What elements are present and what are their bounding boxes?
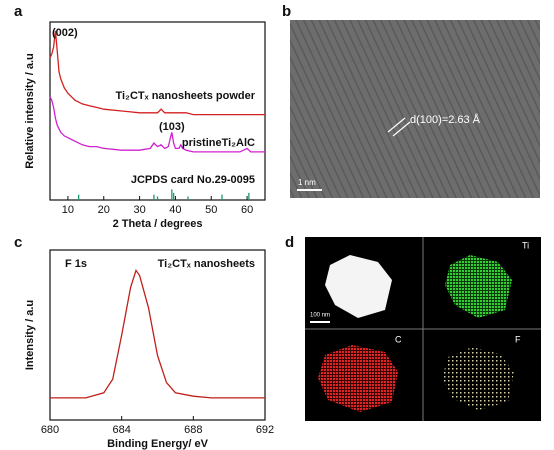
lattice-mark xyxy=(392,121,411,137)
series-line xyxy=(49,30,265,116)
peak-label: (103) xyxy=(159,121,185,133)
y-axis-title: Relative intensity / a.u xyxy=(24,53,36,169)
x-tick-label: 680 xyxy=(41,424,59,436)
map-label: C xyxy=(395,334,402,344)
x-tick-label: 50 xyxy=(205,204,217,216)
x-tick-label: 10 xyxy=(62,204,74,216)
tem-image xyxy=(290,20,540,198)
series-label: pristineTi₂AlC xyxy=(182,137,255,149)
series-label: JCPDS card No.29-0095 xyxy=(131,174,255,186)
peak-label: F 1s xyxy=(65,258,87,270)
series-label: Ti₂CTₓ nanosheets powder xyxy=(115,90,255,102)
series-label: Ti₂CTₓ nanosheets xyxy=(158,258,255,270)
panel-label: c xyxy=(14,234,22,251)
plot-frame xyxy=(49,249,266,421)
series-line xyxy=(49,96,265,153)
f-map xyxy=(442,347,514,410)
panel-label: b xyxy=(282,3,291,20)
peak-label: (002) xyxy=(52,27,78,39)
ti-map xyxy=(445,255,512,318)
x-tick-label: 684 xyxy=(112,424,130,436)
x-tick-label: 40 xyxy=(169,204,181,216)
tem-shade xyxy=(290,20,540,198)
y-axis-title: Intensity / a.u xyxy=(24,300,36,370)
panel-label: d xyxy=(285,234,294,251)
x-tick-label: 30 xyxy=(133,204,145,216)
map-label: Ti xyxy=(522,240,529,250)
x-tick-label: 688 xyxy=(184,424,202,436)
scale-bar-label: 100 nm xyxy=(310,313,330,319)
x-tick-label: 20 xyxy=(98,204,110,216)
map-label: F xyxy=(515,334,521,344)
x-tick-label: 60 xyxy=(241,204,253,216)
x-axis-title: 2 Theta / degrees xyxy=(113,218,203,230)
lattice-mark xyxy=(387,117,406,133)
panel-label: a xyxy=(14,3,23,20)
haadf-particle xyxy=(325,255,392,318)
scale-bar-label: 1 nm xyxy=(298,178,316,187)
lattice-spacing: d(100)=2.63 Å xyxy=(410,113,481,126)
c-map xyxy=(318,345,398,412)
series-line xyxy=(50,268,265,399)
x-tick-label: 692 xyxy=(256,424,274,436)
x-axis-title: Binding Energy/ eV xyxy=(107,438,209,450)
